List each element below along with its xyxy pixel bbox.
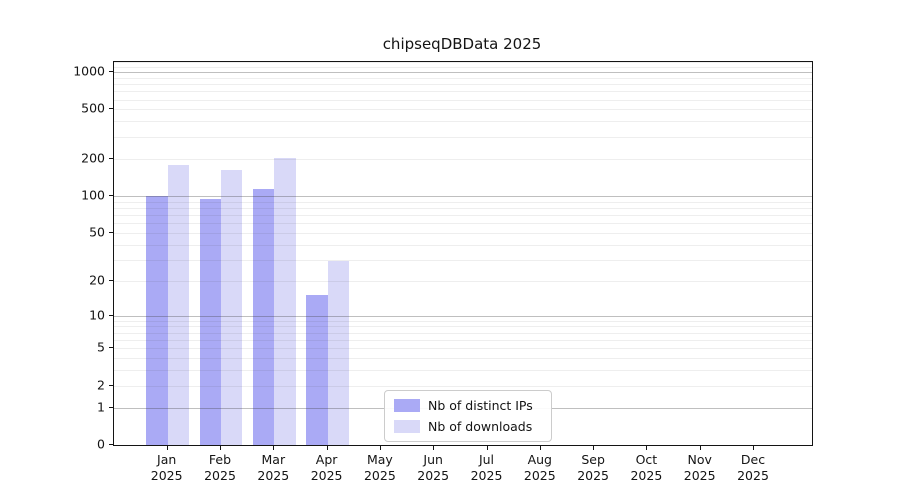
bar-nb-of-distinct-ips-apr bbox=[306, 295, 328, 445]
gridline-900 bbox=[114, 77, 812, 79]
gridline-100 bbox=[114, 195, 812, 197]
legend-item-distinct-ips: Nb of distinct IPs bbox=[385, 397, 551, 415]
gridline-70 bbox=[114, 214, 812, 216]
y-tick-label-1000: 1000 bbox=[73, 63, 105, 79]
x-tick-label-jul: Jul 2025 bbox=[470, 452, 503, 483]
y-tick-mark-100 bbox=[109, 194, 113, 196]
bar-nb-of-downloads-mar bbox=[274, 157, 296, 445]
y-tick-label-200: 200 bbox=[81, 150, 105, 166]
gridline-600 bbox=[114, 99, 812, 101]
gridline-800 bbox=[114, 84, 812, 86]
gridline-10 bbox=[114, 315, 812, 317]
x-tick-mark-apr bbox=[326, 446, 328, 450]
gridline-90 bbox=[114, 201, 812, 203]
x-tick-label-sep: Sep 2025 bbox=[577, 452, 609, 483]
grid-layer bbox=[114, 62, 812, 445]
y-tick-mark-200 bbox=[109, 157, 113, 159]
x-tick-label-nov: Nov 2025 bbox=[683, 452, 716, 483]
x-tick-mark-mar bbox=[273, 446, 275, 450]
gridline-1100 bbox=[114, 66, 812, 68]
gridline-700 bbox=[114, 91, 812, 93]
gridline-4 bbox=[114, 358, 812, 360]
y-tick-label-0: 0 bbox=[97, 436, 105, 452]
gridline-5 bbox=[114, 348, 812, 350]
gridline-8 bbox=[114, 326, 812, 328]
gridline-30 bbox=[114, 259, 812, 261]
gridline-300 bbox=[114, 136, 812, 138]
bar-nb-of-distinct-ips-mar bbox=[253, 188, 275, 445]
bar-nb-of-distinct-ips-jan bbox=[146, 195, 168, 445]
x-tick-label-may: May 2025 bbox=[363, 452, 396, 483]
x-tick-mark-feb bbox=[220, 446, 221, 450]
gridline-500 bbox=[114, 109, 812, 111]
gridline-80 bbox=[114, 207, 812, 209]
y-tick-label-5: 5 bbox=[97, 339, 105, 355]
y-tick-mark-500 bbox=[109, 108, 113, 110]
gridline-6 bbox=[114, 340, 812, 341]
y-tick-mark-1000 bbox=[109, 71, 113, 73]
gridline-40 bbox=[114, 244, 812, 246]
gridline-50 bbox=[114, 232, 812, 234]
x-tick-mark-nov bbox=[699, 446, 701, 450]
bar-nb-of-downloads-apr bbox=[327, 261, 349, 445]
y-tick-label-500: 500 bbox=[81, 100, 105, 116]
legend-label-downloads: Nb of downloads bbox=[428, 419, 533, 434]
y-tick-mark-2 bbox=[109, 384, 113, 386]
x-tick-label-aug: Aug 2025 bbox=[523, 452, 556, 483]
gridline-9 bbox=[114, 320, 812, 322]
x-tick-label-jan: Jan 2025 bbox=[150, 452, 183, 483]
legend-label-distinct-ips: Nb of distinct IPs bbox=[428, 398, 533, 413]
y-tick-label-20: 20 bbox=[89, 272, 105, 288]
y-tick-mark-10 bbox=[109, 314, 113, 316]
y-tick-label-10: 10 bbox=[89, 307, 105, 323]
x-tick-mark-oct bbox=[646, 446, 648, 450]
gridline-1200 bbox=[114, 62, 812, 64]
legend-item-downloads: Nb of downloads bbox=[385, 418, 551, 436]
gridline-3 bbox=[114, 370, 812, 372]
y-tick-mark-20 bbox=[109, 279, 113, 281]
x-tick-mark-may bbox=[379, 446, 381, 450]
y-tick-mark-1 bbox=[109, 406, 113, 408]
legend-swatch-distinct-ips-icon bbox=[394, 399, 420, 412]
gridline-400 bbox=[114, 121, 812, 123]
gridline-7 bbox=[114, 332, 812, 334]
plot-area: Nb of distinct IPs Nb of downloads bbox=[113, 61, 813, 446]
gridline-2 bbox=[114, 385, 812, 387]
x-tick-label-oct: Oct 2025 bbox=[630, 452, 663, 483]
y-tick-mark-50 bbox=[109, 231, 113, 233]
x-tick-mark-sep bbox=[593, 446, 595, 450]
gridline-60 bbox=[114, 223, 812, 225]
bar-nb-of-distinct-ips-feb bbox=[199, 199, 221, 445]
gridline-1000 bbox=[114, 72, 812, 74]
bar-nb-of-downloads-jan bbox=[167, 165, 189, 445]
y-tick-mark-5 bbox=[109, 347, 113, 349]
bar-nb-of-downloads-feb bbox=[221, 170, 243, 445]
y-tick-mark-0 bbox=[109, 444, 113, 445]
y-tick-label-100: 100 bbox=[81, 187, 105, 203]
x-tick-mark-jan bbox=[166, 446, 168, 450]
y-tick-label-50: 50 bbox=[89, 224, 105, 240]
x-tick-label-mar: Mar 2025 bbox=[257, 452, 290, 483]
gridline-20 bbox=[114, 280, 812, 282]
x-tick-label-apr: Apr 2025 bbox=[310, 452, 343, 483]
bars-layer bbox=[114, 62, 812, 445]
x-tick-label-jun: Jun 2025 bbox=[417, 452, 450, 483]
y-tick-label-2: 2 bbox=[97, 377, 105, 393]
x-tick-mark-aug bbox=[539, 446, 541, 450]
x-tick-mark-jul bbox=[486, 446, 488, 450]
chart-title: chipseqDBData 2025 bbox=[382, 35, 542, 53]
y-tick-label-1: 1 bbox=[97, 399, 105, 415]
gridline-200 bbox=[114, 158, 812, 160]
legend-swatch-downloads-icon bbox=[394, 420, 420, 433]
x-tick-mark-dec bbox=[753, 446, 754, 450]
x-tick-label-feb: Feb 2025 bbox=[204, 452, 236, 483]
x-tick-label-dec: Dec 2025 bbox=[737, 452, 769, 483]
x-tick-mark-jun bbox=[433, 446, 435, 450]
legend: Nb of distinct IPs Nb of downloads bbox=[384, 390, 552, 442]
